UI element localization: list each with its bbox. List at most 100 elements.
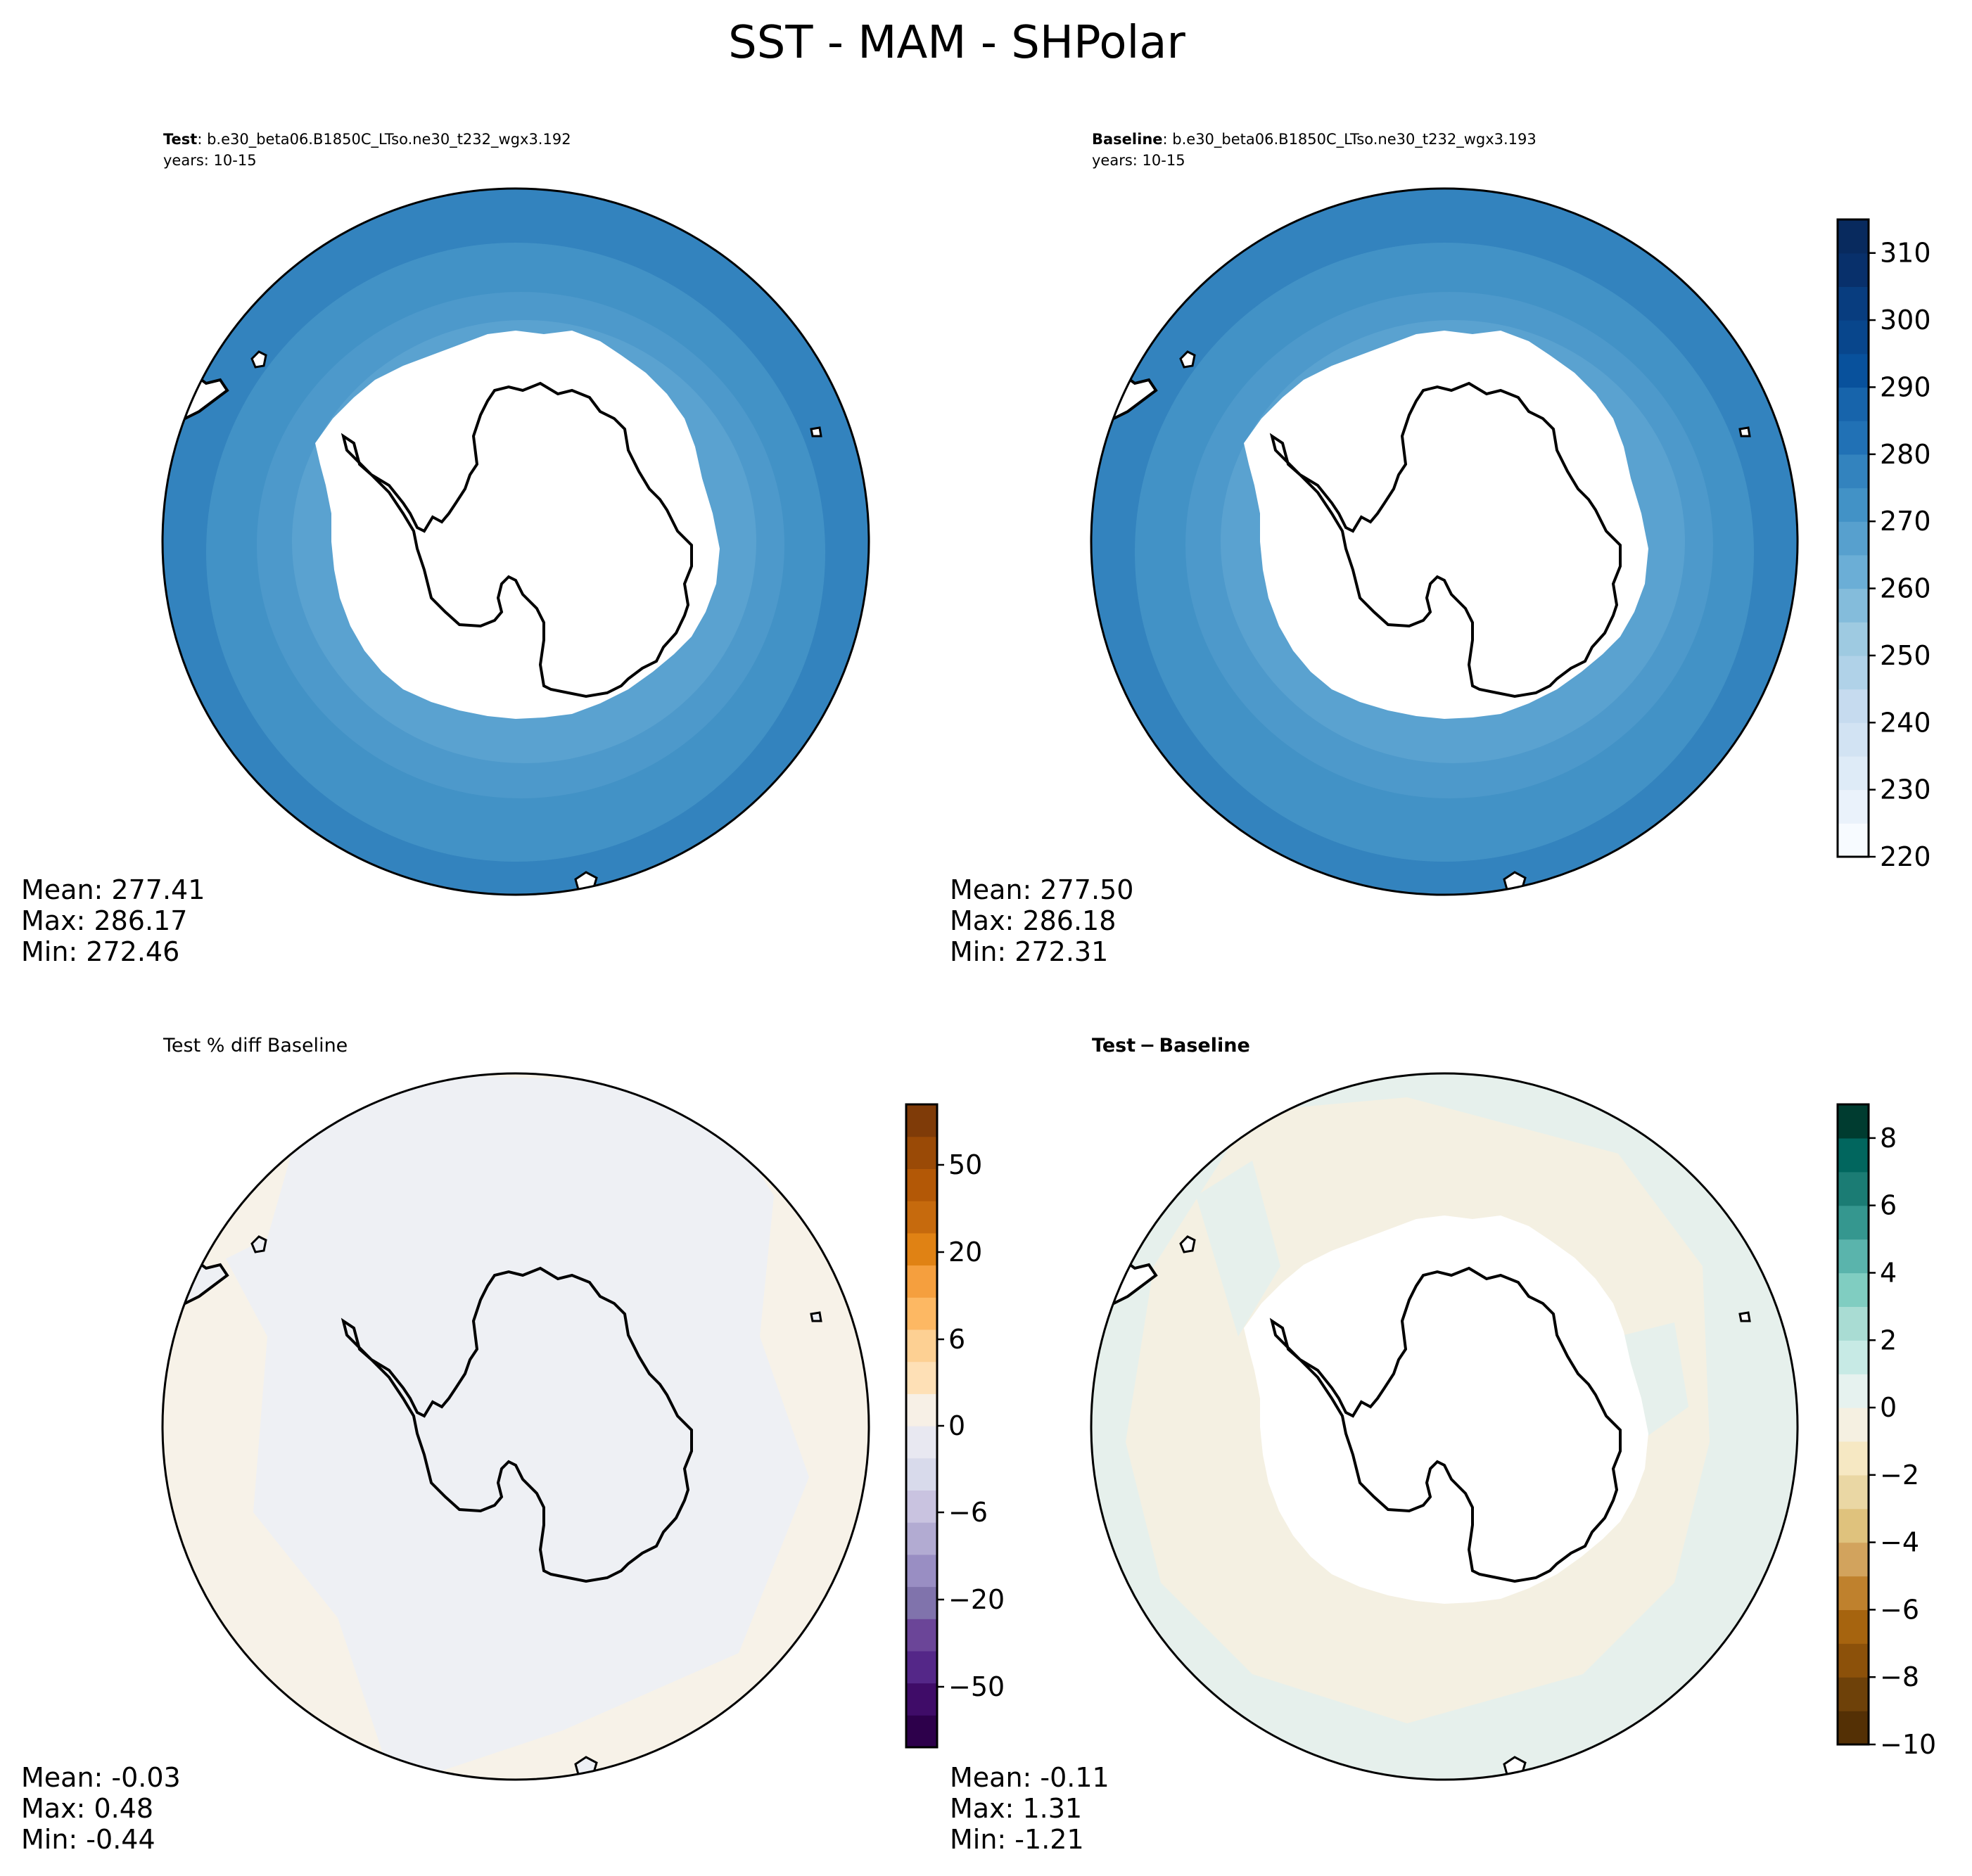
- panel-baseline-subtitle-rest: : b.e30_beta06.B1850C_LTso.ne30_t232_wgx…: [1163, 131, 1537, 148]
- colorbar-difference: 8 6 4 2 0 −2 −4 −6 −8 −10: [1836, 1103, 1936, 1760]
- panel-test-subtitle-bold: Test: [163, 131, 197, 148]
- panel-test-subtitle-rest: : b.e30_beta06.B1850C_LTso.ne30_t232_wgx…: [197, 131, 571, 148]
- panel-percent-diff-subtitle: Test % diff Baseline: [163, 1035, 348, 1057]
- figure-title: SST - MAM - SHPolar: [728, 17, 1185, 69]
- colorbar-swatch: [906, 1619, 937, 1652]
- colorbar-swatch: [1838, 454, 1869, 489]
- colorbar-swatch: [1838, 1239, 1869, 1274]
- colorbar-tick-label: −8: [1880, 1661, 1919, 1692]
- colorbar-swatch: [1838, 1474, 1869, 1510]
- colorbar-tick-label: 220: [1880, 841, 1931, 872]
- panel-difference-min: Min: -1.21: [950, 1824, 1084, 1855]
- colorbar-swatch: [1838, 387, 1869, 421]
- colorbar-tick-label: −10: [1880, 1729, 1936, 1760]
- colorbar-swatch: [1838, 1677, 1869, 1711]
- colorbar-swatch: [1838, 320, 1869, 355]
- colorbar-tick-label: 0: [1880, 1392, 1897, 1423]
- map-difference: [1091, 1073, 1798, 1780]
- colorbar-tick-label: 310: [1880, 238, 1931, 269]
- map-percent-diff: [163, 1073, 869, 1780]
- colorbar-swatch: [906, 1554, 937, 1588]
- colorbar-tick-label: 6: [1880, 1190, 1897, 1221]
- colorbar-swatch: [1838, 1205, 1869, 1240]
- colorbar-swatch: [1838, 1508, 1869, 1543]
- colorbar-swatch: [906, 1297, 937, 1330]
- colorbar-tick-label: −2: [1880, 1460, 1919, 1491]
- colorbar-absolute: 220 230 240 250 260 270 280 290 300 310: [1836, 218, 1931, 872]
- colorbar-swatch: [906, 1104, 937, 1137]
- panel-baseline-years: years: 10-15: [1092, 152, 1185, 169]
- map-difference-border: [1090, 1072, 1799, 1781]
- colorbar-frame: [1836, 1103, 1870, 1746]
- colorbar-tick-label: 240: [1880, 707, 1931, 738]
- colorbar-swatch: [1838, 722, 1869, 757]
- colorbar-percent: 50 20 6 0 −6 −20 −50: [905, 1103, 1005, 1749]
- panel-test-min: Min: 272.46: [21, 936, 179, 967]
- colorbar-swatch: [1838, 755, 1869, 791]
- colorbar-swatch: [1838, 1171, 1869, 1206]
- colorbar-swatch: [906, 1361, 937, 1394]
- colorbar-swatch: [1838, 353, 1869, 388]
- colorbar-swatch: [1838, 487, 1869, 522]
- panel-baseline: Baseline: b.e30_beta06.B1850C_LTso.ne30_…: [950, 131, 1931, 967]
- colorbar-tick-label: 2: [1880, 1325, 1897, 1355]
- colorbar-swatch: [906, 1650, 937, 1684]
- colorbar-tick-label: −50: [948, 1671, 1005, 1702]
- colorbar-swatch: [1838, 1542, 1869, 1577]
- colorbar-tick-label: 280: [1880, 439, 1931, 470]
- colorbar-tick-label: −4: [1880, 1527, 1919, 1558]
- panel-test-subtitle: Test: b.e30_beta06.B1850C_LTso.ne30_t232…: [163, 131, 571, 148]
- colorbar-frame: [1836, 218, 1870, 858]
- panel-test-mean: Mean: 277.41: [21, 874, 205, 905]
- colorbar-swatch: [906, 1457, 937, 1491]
- colorbar-swatch: [1838, 1306, 1869, 1341]
- colorbar-tick-label: 260: [1880, 573, 1931, 604]
- panel-baseline-mean: Mean: 277.50: [950, 874, 1133, 905]
- panel-baseline-subtitle-bold: Baseline: [1092, 131, 1163, 148]
- colorbar-swatch: [1838, 1340, 1869, 1374]
- colorbar-swatch: [1838, 253, 1869, 287]
- colorbar-tick-label: 4: [1880, 1257, 1897, 1288]
- map-test-border: [161, 187, 870, 896]
- colorbar-tick-label: 300: [1880, 305, 1931, 336]
- panel-percent-diff-max: Max: 0.48: [21, 1793, 153, 1824]
- colorbar-swatch: [1838, 521, 1869, 556]
- panel-percent-diff-mean: Mean: -0.03: [21, 1762, 181, 1793]
- colorbar-swatch: [1838, 823, 1869, 857]
- colorbar-swatch: [906, 1426, 937, 1459]
- panel-test-max: Max: 286.17: [21, 905, 187, 936]
- colorbar-tick-label: 50: [948, 1149, 982, 1180]
- colorbar-swatch: [906, 1201, 937, 1234]
- colorbar-tick-label: 270: [1880, 506, 1931, 537]
- colorbar-tick-label: 20: [948, 1237, 982, 1268]
- panel-percent-diff-min: Min: -0.44: [21, 1824, 155, 1855]
- colorbar-swatch: [1838, 1374, 1869, 1408]
- panel-percent-diff: Test % diff Baseline 50 20 6 0 −6 −20 −50 Mean…: [21, 1035, 1005, 1855]
- colorbar-swatch: [1838, 789, 1869, 824]
- colorbar-swatch: [1838, 689, 1869, 723]
- colorbar-tick-label: 290: [1880, 371, 1931, 402]
- colorbar-tick-label: 8: [1880, 1123, 1897, 1154]
- panel-difference-mean: Mean: -0.11: [950, 1762, 1109, 1793]
- colorbar-swatch: [906, 1136, 937, 1169]
- map-baseline-border: [1090, 187, 1799, 896]
- colorbar-swatch: [906, 1393, 937, 1427]
- colorbar-swatch: [1838, 1104, 1869, 1139]
- colorbar-swatch: [906, 1715, 937, 1748]
- panel-difference-max: Max: 1.31: [950, 1793, 1082, 1824]
- panel-test: Test: b.e30_beta06.B1850C_LTso.ne30_t232…: [21, 131, 870, 967]
- colorbar-tick-label: −6: [1880, 1594, 1919, 1625]
- panel-baseline-subtitle: Baseline: b.e30_beta06.B1850C_LTso.ne30_…: [1092, 131, 1537, 148]
- panel-test-years: years: 10-15: [163, 152, 257, 169]
- colorbar-swatch: [906, 1168, 937, 1201]
- colorbar-tick-label: −20: [948, 1584, 1005, 1615]
- colorbar-swatch: [1838, 588, 1869, 623]
- colorbar-swatch: [1838, 286, 1869, 321]
- colorbar-tick-label: 0: [948, 1410, 965, 1441]
- map-percent-diff-border: [161, 1072, 870, 1781]
- colorbar-swatch: [1838, 421, 1869, 455]
- colorbar-swatch: [1838, 1609, 1869, 1644]
- colorbar-tick-label: 250: [1880, 640, 1931, 671]
- colorbar-swatch: [1838, 219, 1869, 254]
- colorbar-tick-label: 6: [948, 1324, 965, 1355]
